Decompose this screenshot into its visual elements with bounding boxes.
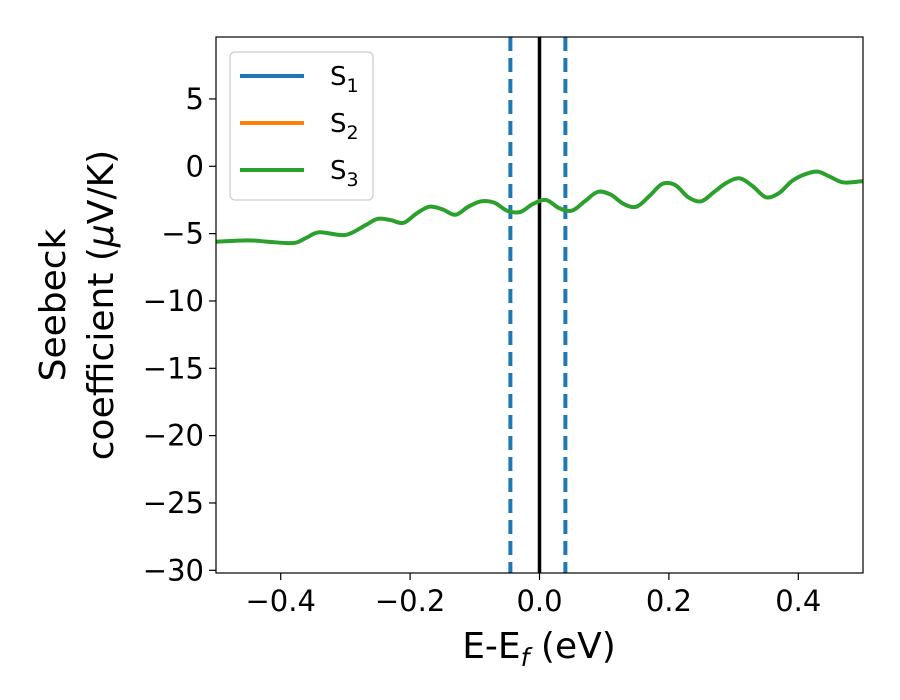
y-tick-label: 0 (186, 149, 204, 183)
x-axis: −0.4 −0.2 0.0 0.2 0.4 (245, 573, 821, 618)
series-line-3 (216, 169, 863, 246)
legend-label-1: S1 (330, 62, 359, 97)
y-axis: −30 −25 −20 −15 −10 −5 0 5 (143, 82, 216, 587)
y-tick-label: −10 (143, 284, 204, 318)
y-axis-title-line1: Seebeck (33, 228, 74, 381)
legend-label-3: S3 (330, 156, 359, 191)
x-tick-label: 0.2 (646, 584, 692, 618)
legend: S1 S2 S3 (229, 51, 374, 201)
y-tick-label: −15 (143, 351, 204, 385)
y-tick-label: 5 (186, 82, 204, 116)
series-group (216, 169, 863, 246)
x-tick-label: 0.0 (516, 584, 562, 618)
y-axis-title: Seebeck coefficient (μV/K) (33, 150, 122, 460)
x-tick-label: −0.4 (245, 584, 315, 618)
y-tick-label: −30 (143, 553, 204, 587)
x-axis-title: E-Ef (eV) (462, 626, 616, 672)
x-tick-label: −0.2 (375, 584, 445, 618)
legend-label-2: S2 (330, 109, 359, 144)
y-tick-label: −20 (143, 419, 204, 453)
y-tick-label: −5 (161, 217, 204, 251)
x-tick-label: 0.4 (775, 584, 821, 618)
reference-lines (508, 37, 568, 573)
y-tick-label: −25 (143, 486, 204, 520)
y-axis-title-line2: coefficient (μV/K) (81, 150, 122, 460)
legend-frame (229, 51, 374, 201)
